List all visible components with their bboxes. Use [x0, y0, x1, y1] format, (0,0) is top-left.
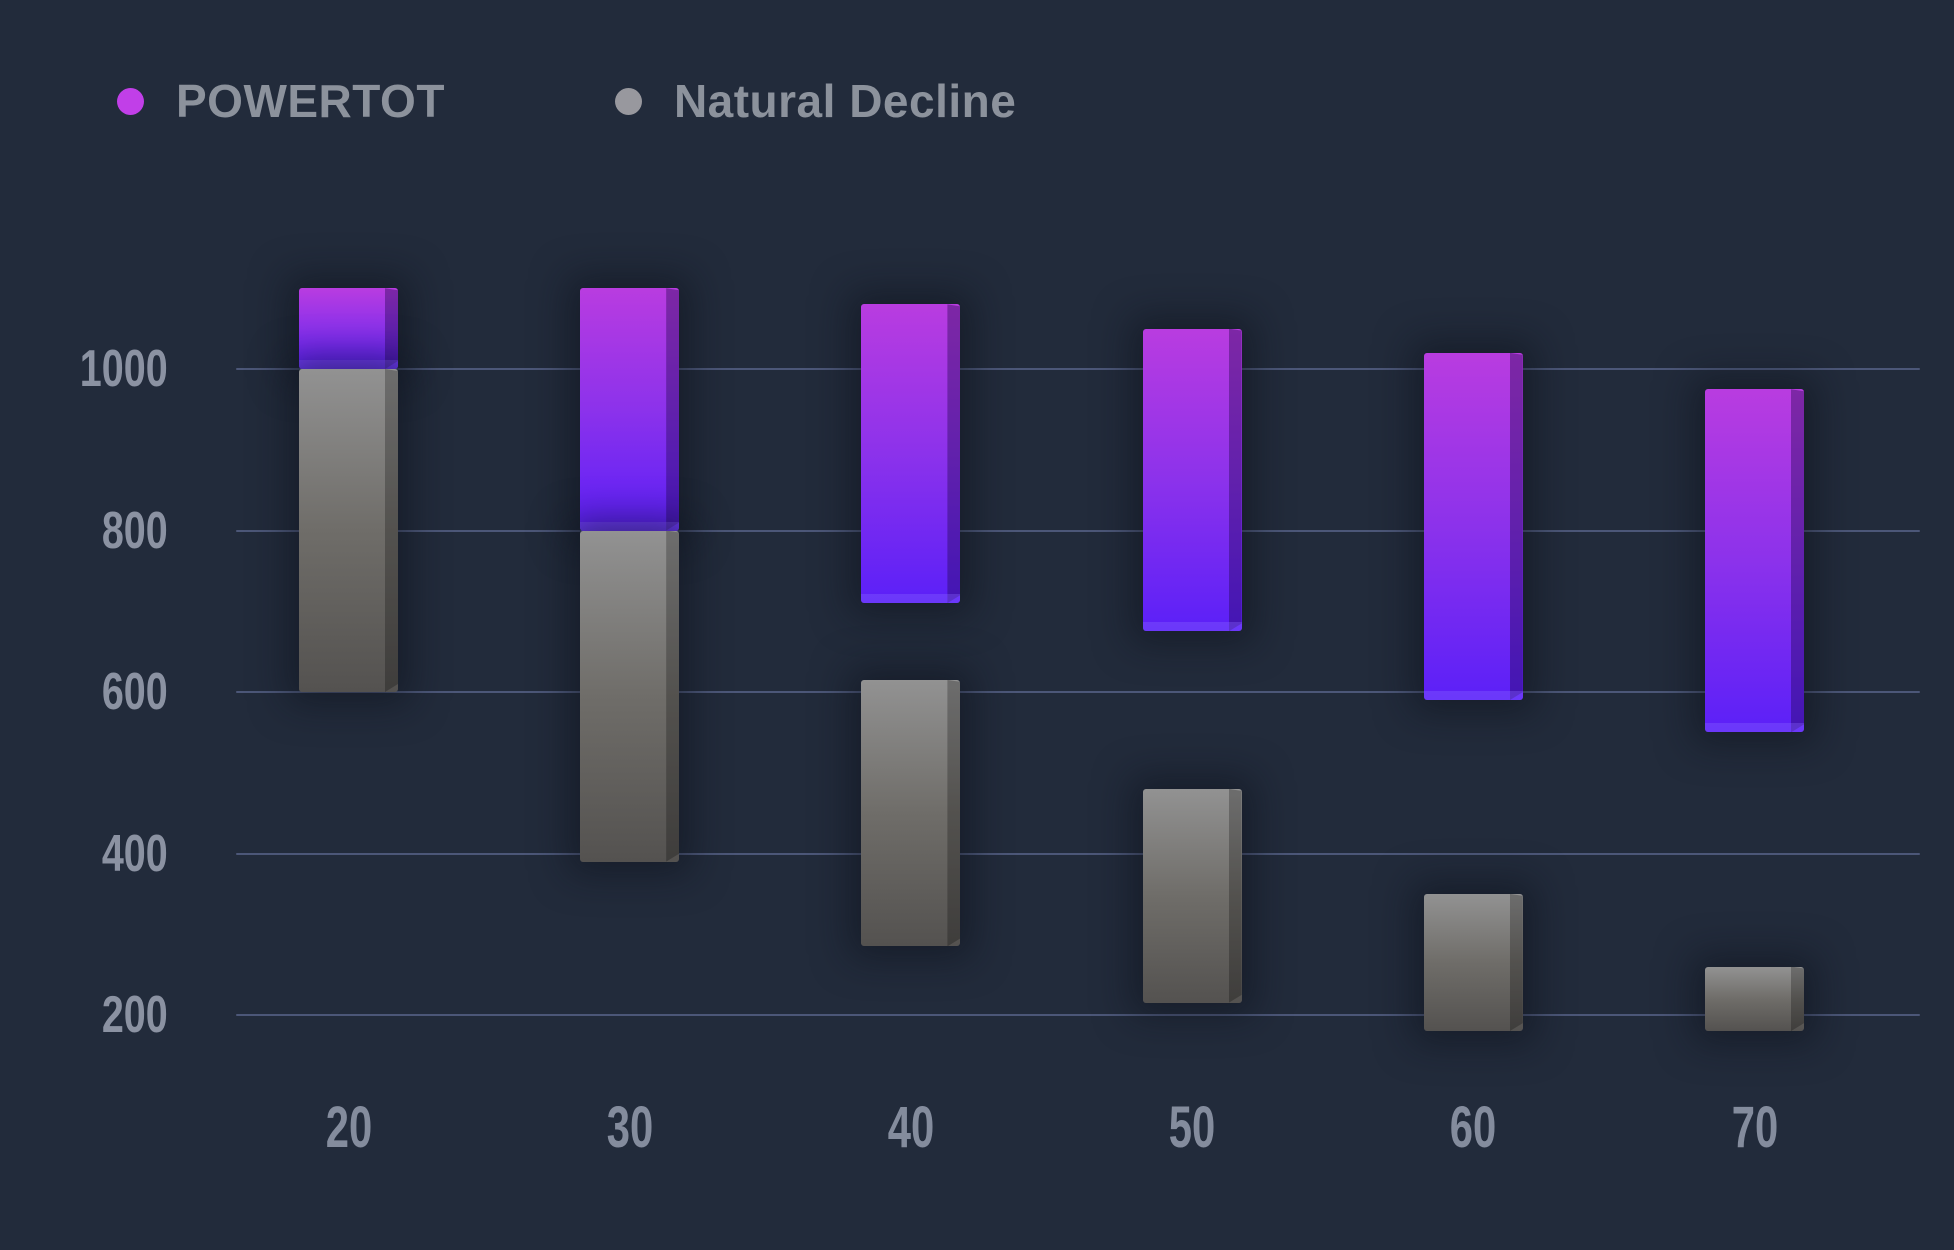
gridline-400: [236, 852, 1920, 855]
gridline-1000: [236, 368, 1920, 370]
powertot-bar-side-face: [666, 288, 679, 530]
y-tick-label-200: 200: [18, 989, 168, 1041]
bar-bottom-highlight: [861, 594, 961, 604]
powertot-bar-side-face: [1510, 353, 1523, 700]
x-tick-text: 70: [1731, 1095, 1778, 1160]
x-tick-text: 30: [606, 1095, 653, 1160]
natural-decline-bar-side-face: [385, 369, 398, 692]
powertot-bar-side-face: [385, 288, 398, 369]
y-tick-text: 800: [102, 501, 168, 560]
natural-decline-bar-side-face: [1229, 789, 1242, 1003]
natural-decline-bar-side-face: [1510, 894, 1523, 1031]
x-tick-label-70: 70: [1722, 1099, 1787, 1157]
legend-item-natural-decline[interactable]: Natural Decline: [614, 74, 1017, 128]
powertot-bar-side-face: [947, 304, 960, 603]
natural-decline-bar-20[interactable]: [299, 369, 398, 692]
x-tick-text: 40: [887, 1095, 935, 1160]
powertot-bar-60[interactable]: [1423, 352, 1523, 701]
y-tick-text: 600: [102, 663, 168, 721]
y-tick-label-600: 600: [18, 666, 168, 718]
legend-label-powertot: POWERTOT: [176, 75, 445, 127]
natural-decline-bar-side-face: [1791, 967, 1804, 1032]
y-tick-label-800: 800: [18, 505, 168, 557]
legend: POWERTOT Natural Decline: [117, 74, 1016, 128]
natural-decline-bar-side-face: [947, 680, 960, 946]
gridline-800: [236, 529, 1920, 532]
powertot-bar-50[interactable]: [1142, 328, 1242, 632]
powertot-bar-side-face: [1229, 329, 1242, 632]
y-tick-text: 200: [102, 986, 168, 1044]
natural-decline-bar-40[interactable]: [861, 679, 961, 947]
natural-decline-bar-30[interactable]: [580, 530, 680, 862]
powertot-bar-20[interactable]: [299, 288, 398, 369]
gridline-200: [236, 1014, 1920, 1016]
x-tick-label-40: 40: [879, 1099, 944, 1157]
powertot-bar-40[interactable]: [861, 304, 961, 604]
bar-bottom-highlight: [580, 521, 680, 531]
legend-label-natural-decline: Natural Decline: [673, 75, 1017, 127]
powertot-bar-30[interactable]: [580, 288, 680, 531]
x-tick-text: 60: [1450, 1095, 1497, 1160]
x-tick-label-30: 30: [597, 1099, 662, 1157]
bar-bottom-highlight: [1142, 622, 1242, 632]
natural-decline-bar-70[interactable]: [1705, 966, 1804, 1032]
x-tick-label-50: 50: [1160, 1099, 1225, 1157]
bar-bottom-highlight: [1423, 691, 1523, 701]
natural-decline-bar-side-face: [666, 531, 679, 862]
x-tick-label-20: 20: [316, 1099, 381, 1157]
y-tick-text: 1000: [80, 340, 168, 398]
natural-decline-swatch-icon: [614, 87, 642, 115]
x-tick-text: 20: [325, 1095, 372, 1160]
powertot-swatch-icon: [117, 87, 144, 115]
x-tick-text: 50: [1168, 1095, 1216, 1160]
natural-decline-bar-60[interactable]: [1423, 893, 1523, 1032]
bar-bottom-highlight: [1705, 723, 1804, 733]
x-tick-label-60: 60: [1441, 1099, 1506, 1157]
bar-bottom-highlight: [299, 360, 398, 369]
y-tick-label-400: 400: [18, 828, 168, 880]
powertot-bar-side-face: [1791, 389, 1804, 732]
y-tick-label-1000: 1000: [18, 343, 168, 395]
gridline-600: [236, 691, 1920, 693]
natural-decline-bar-50[interactable]: [1142, 788, 1242, 1003]
y-tick-text: 400: [102, 824, 168, 883]
powertot-bar-70[interactable]: [1705, 389, 1804, 733]
legend-item-powertot[interactable]: POWERTOT: [117, 74, 445, 128]
